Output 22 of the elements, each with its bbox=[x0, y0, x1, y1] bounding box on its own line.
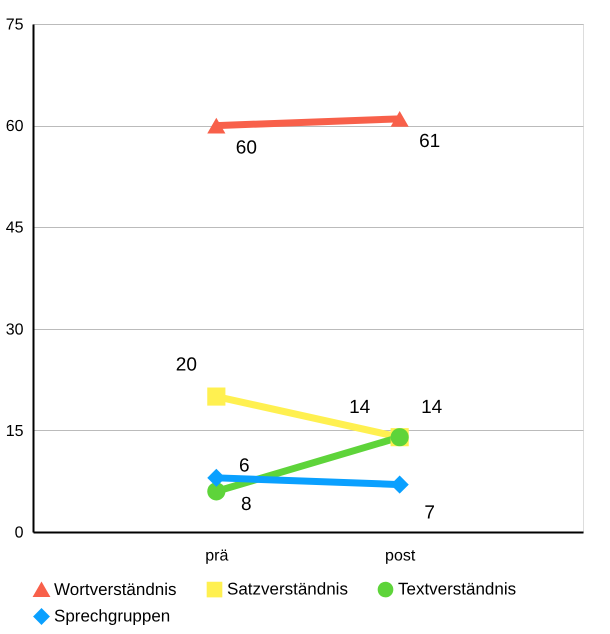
data-label: 8 bbox=[241, 494, 252, 515]
legend-label: Sprechgruppen bbox=[54, 606, 170, 626]
data-label: 14 bbox=[421, 397, 443, 418]
data-label: 14 bbox=[349, 397, 371, 418]
data-label: 60 bbox=[236, 138, 257, 159]
point bbox=[207, 387, 226, 406]
data-label: 7 bbox=[424, 502, 435, 524]
y-tick-label: 60 bbox=[6, 118, 24, 136]
legend-label: Satzverständnis bbox=[227, 580, 348, 599]
point bbox=[207, 482, 226, 500]
y-tick-label: 45 bbox=[6, 220, 24, 237]
y-tick-label: 75 bbox=[6, 16, 24, 34]
data-label: 61 bbox=[419, 130, 440, 152]
x-tick-label: post bbox=[385, 548, 416, 564]
y-tick-label: 15 bbox=[6, 422, 24, 440]
y-tick-label: 30 bbox=[6, 321, 24, 338]
legend-label: Textverständnis bbox=[398, 580, 516, 599]
y-tick-label: 0 bbox=[14, 524, 24, 542]
legend-label: Wortverständnis bbox=[54, 580, 177, 600]
x-tick-label: prä bbox=[205, 548, 228, 564]
data-label: 20 bbox=[176, 354, 197, 376]
data-label: 6 bbox=[239, 455, 250, 476]
